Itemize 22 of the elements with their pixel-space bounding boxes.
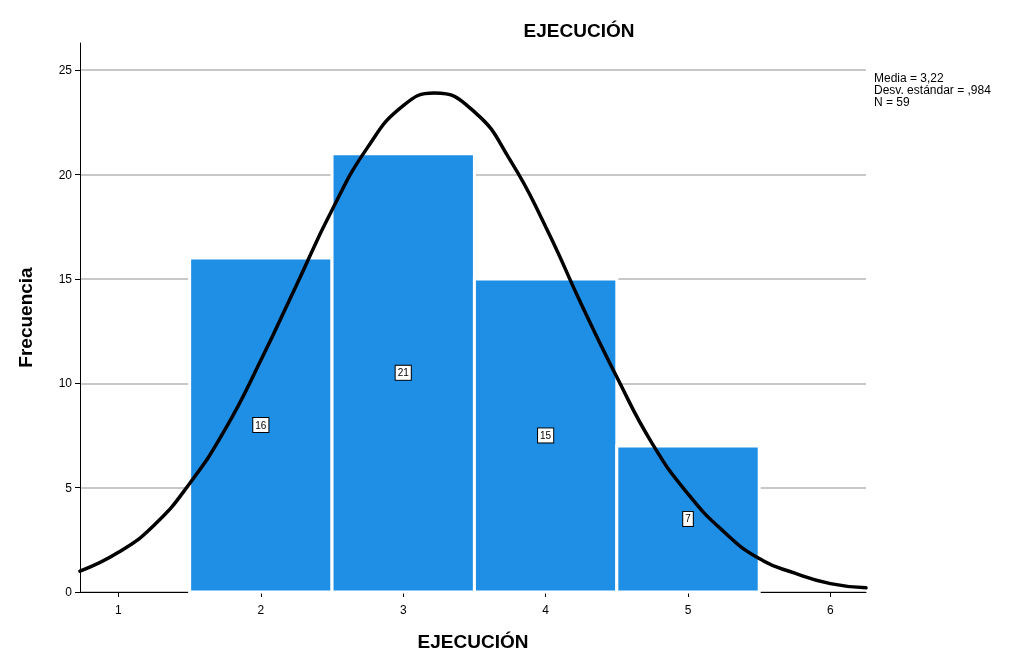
x-tick-label: 2 [257, 603, 265, 617]
y-tick-label: 10 [58, 376, 73, 391]
x-tick-label: 3 [399, 603, 407, 617]
data-label: 15 [540, 429, 552, 441]
x-tick-label: 4 [542, 603, 550, 617]
y-tick-label: 20 [58, 167, 73, 182]
x-tick-label: 1 [115, 603, 123, 617]
y-tick-label: 5 [65, 480, 73, 495]
x-axis-title: EJECUCIÓN [417, 631, 529, 652]
data-label: 16 [255, 419, 267, 431]
data-label: 21 [397, 367, 410, 379]
x-tick-label: 5 [684, 603, 692, 617]
y-tick-label: 15 [58, 271, 73, 286]
chart-title: EJECUCIÓN [523, 20, 635, 41]
y-tick-label: 0 [65, 585, 73, 599]
text: Desv. estándar = ,984 [874, 83, 992, 97]
x-tick-label: 6 [827, 603, 835, 617]
y-axis-title: Frecuencia [15, 266, 36, 368]
text: N = 59 [874, 95, 911, 109]
text: Media = 3,22 [874, 71, 945, 85]
y-tick-label: 25 [58, 63, 73, 78]
data-label: 7 [685, 513, 692, 525]
